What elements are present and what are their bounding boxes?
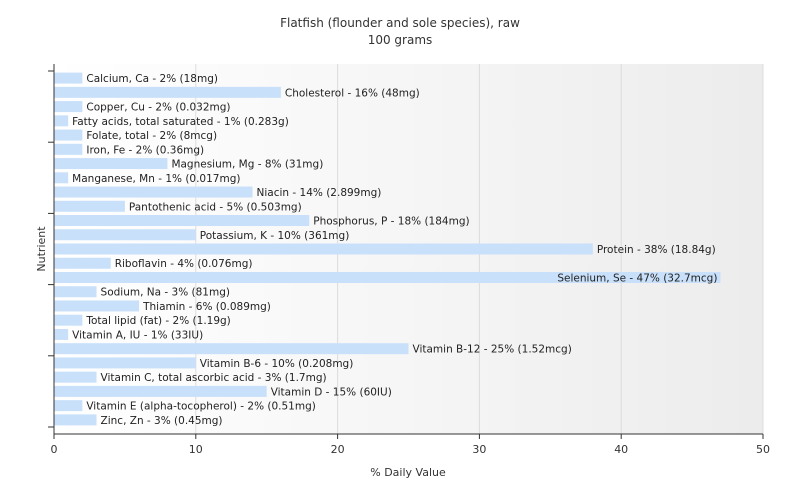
bar [54,400,83,412]
bar-label: Riboflavin - 4% (0.076mg) [115,258,253,270]
bar-label: Total lipid (fat) - 2% (1.19g) [85,315,230,327]
x-tick-label: 10 [189,443,203,456]
bar-label: Folate, total - 2% (8mcg) [86,130,217,142]
bar-label: Copper, Cu - 2% (0.032mg) [86,102,230,114]
x-tick-label: 0 [51,443,58,456]
bar [54,86,281,98]
bar-label: Zinc, Zn - 3% (0.45mg) [101,415,223,427]
bar-label: Vitamin E (alpha-tocopherol) - 2% (0.51m… [86,401,315,413]
bar-label: Vitamin A, IU - 1% (33IU) [72,329,203,341]
bar [54,357,196,369]
bar-label: Selenium, Se - 47% (32.7mcg) [557,272,717,284]
bar [54,271,721,283]
bar-label: Vitamin B-12 - 25% (1.52mcg) [413,344,572,356]
bar [54,286,97,298]
bar-label: Vitamin D - 15% (60IU) [271,386,392,398]
bar [54,186,253,198]
bar [54,414,97,426]
bar [54,215,310,227]
bar-label: Magnesium, Mg - 8% (31mg) [171,159,323,171]
x-tick-label: 40 [614,443,628,456]
y-axis-title: Nutrient [35,226,48,272]
bars [54,72,721,426]
bar-label: Protein - 38% (18.84g) [597,244,716,256]
bar-label: Calcium, Ca - 2% (18mg) [86,73,218,85]
bar [54,72,83,84]
bar-label: Potassium, K - 10% (361mg) [200,230,350,242]
x-tick-label: 30 [472,443,486,456]
bar [54,257,111,269]
bar-label: Thiamin - 6% (0.089mg) [142,301,271,313]
bar [54,371,97,383]
bar [54,143,83,155]
chart-subtitle: 100 grams [368,33,433,47]
bar [54,115,69,127]
bar-label: Iron, Fe - 2% (0.36mg) [86,144,204,156]
x-axis-title: % Daily Value [370,466,446,479]
bar-label: Fatty acids, total saturated - 1% (0.283… [72,116,289,128]
bar [54,328,69,340]
bar [54,158,168,170]
bar [54,385,267,397]
bar [54,200,125,212]
bar [54,172,69,184]
bar-label: Vitamin C, total ascorbic acid - 3% (1.7… [101,372,327,384]
bar [54,229,196,241]
x-tick-label: 50 [756,443,770,456]
bar [54,243,593,255]
bar-label: Niacin - 14% (2.899mg) [257,187,382,199]
bar-labels: Calcium, Ca - 2% (18mg) Cholesterol - 16%… [72,73,717,427]
bar-label: Vitamin B-6 - 10% (0.208mg) [200,358,354,370]
bar-label: Pantothenic acid - 5% (0.503mg) [129,201,302,213]
bar-label: Manganese, Mn - 1% (0.017mg) [72,173,240,185]
bar-label: Sodium, Na - 3% (81mg) [101,287,230,299]
axes [53,64,763,435]
x-tick-label: 20 [331,443,345,456]
bar [54,343,409,355]
bar [54,101,83,113]
bar-label: Cholesterol - 16% (48mg) [285,87,420,99]
bar [54,129,83,141]
bar-label: Phosphorus, P - 18% (184mg) [313,216,469,228]
chart-title: Flatfish (flounder and sole species), ra… [280,16,520,30]
y-axis-ticks [48,70,54,428]
bar [54,314,83,326]
x-axis-ticks: 0 10 20 30 40 50 [51,434,770,456]
bar [54,300,140,312]
